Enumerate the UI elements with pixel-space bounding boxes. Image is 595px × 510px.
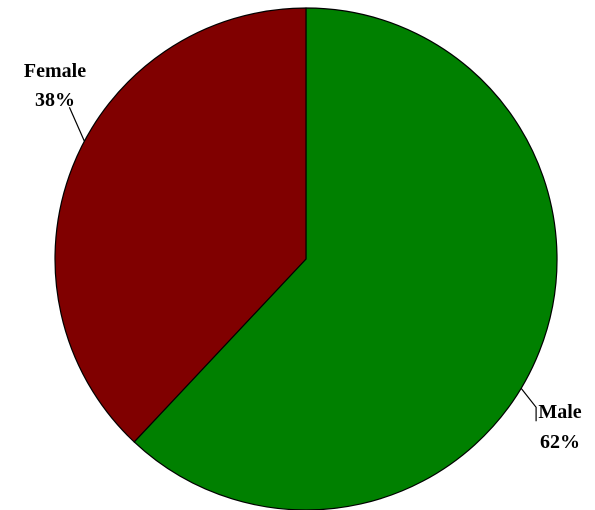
slice-label-male: Male	[538, 401, 581, 423]
slice-value-label-male: 62%	[540, 431, 580, 453]
slice-value-label-female: 38%	[35, 89, 75, 111]
leader-lines	[68, 106, 537, 422]
slice-label-female: Female	[24, 60, 86, 82]
slice-labels: Male 62% Female 38%	[24, 60, 582, 453]
pie-slices	[54, 7, 558, 510]
pie-slice-female	[54, 7, 307, 443]
leader-line-male	[520, 387, 537, 422]
pie-slice-male	[133, 7, 558, 510]
leader-line-female	[68, 106, 85, 142]
